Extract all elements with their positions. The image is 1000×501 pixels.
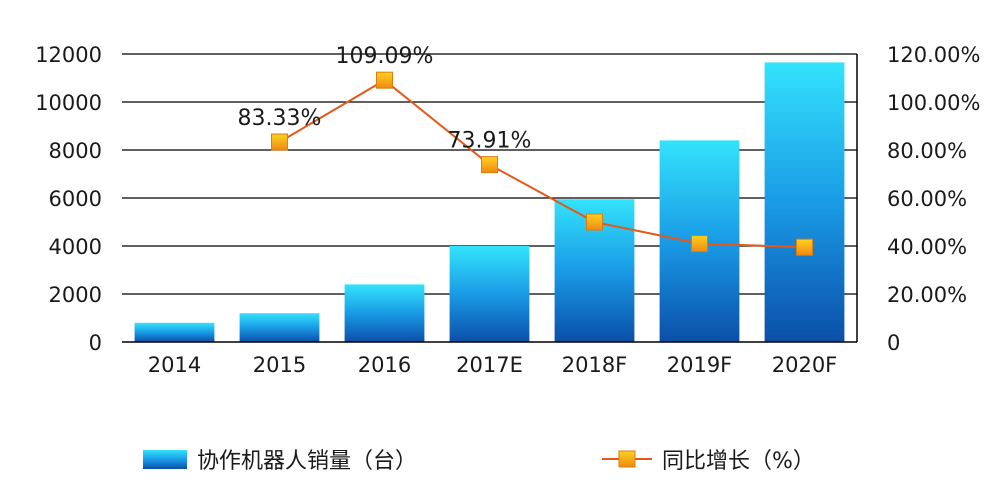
bar-2014 — [134, 322, 215, 342]
y-right-tick-label: 80.00% — [887, 139, 967, 163]
y-right-tick-label: 0 — [887, 331, 900, 355]
x-tick-label: 2016 — [358, 353, 411, 377]
y-left-tick-label: 6000 — [49, 187, 102, 211]
x-tick-label: 2015 — [253, 353, 306, 377]
x-tick-label: 2018F — [562, 353, 628, 377]
y-right-tick-label: 120.00% — [887, 43, 980, 67]
x-tick-label: 2017E — [456, 353, 523, 377]
growth-marker-2016 — [376, 71, 393, 89]
growth-marker-2020F — [796, 238, 813, 256]
data-labels: 83.33% 109.09% 73.91% — [238, 44, 532, 153]
x-tick-label: 2019F — [667, 353, 733, 377]
growth-marker-2017E — [481, 156, 498, 174]
y-left-tick-label: 8000 — [49, 139, 102, 163]
growth-marker-2019F — [691, 235, 708, 253]
bar-2016 — [344, 284, 425, 342]
y-right-tick-label: 60.00% — [887, 187, 967, 211]
growth-line-series — [271, 71, 813, 256]
x-tick-label: 2014 — [148, 353, 201, 377]
y-left-tick-label: 2000 — [49, 283, 102, 307]
growth-line — [278, 78, 805, 249]
growth-marker-2015 — [271, 133, 288, 151]
axes: 0 2000 4000 6000 8000 10000 12000 0 20.00% 40.00%… — [35, 43, 980, 377]
data-label-2015: 83.33% — [238, 106, 322, 131]
legend-bar-label: 协作机器人销量（台） — [197, 449, 417, 474]
y-left-tick-label: 10000 — [35, 91, 102, 115]
x-tick-label: 2020F — [772, 353, 838, 377]
bar-series — [134, 62, 845, 343]
y-right-tick-label: 40.00% — [887, 235, 967, 259]
y-left-tick-label: 0 — [89, 331, 102, 355]
legend-line-label: 同比增长（%） — [662, 449, 815, 474]
y-right-tick-label: 100.00% — [887, 91, 980, 115]
y-left-tick-label: 4000 — [49, 235, 102, 259]
legend-bar-swatch — [143, 450, 187, 469]
y-right-tick-label: 20.00% — [887, 283, 967, 307]
growth-marker-2018F — [586, 213, 603, 231]
data-label-2017E: 73.91% — [448, 129, 532, 154]
bar-2017E — [449, 246, 530, 342]
legend: 协作机器人销量（台） 同比增长（%） — [143, 449, 815, 474]
legend-line-marker — [618, 450, 636, 468]
bar-2015 — [239, 313, 320, 342]
bar-2020F — [764, 62, 845, 343]
data-label-2016: 109.09% — [336, 44, 434, 69]
y-left-tick-label: 12000 — [35, 43, 102, 67]
